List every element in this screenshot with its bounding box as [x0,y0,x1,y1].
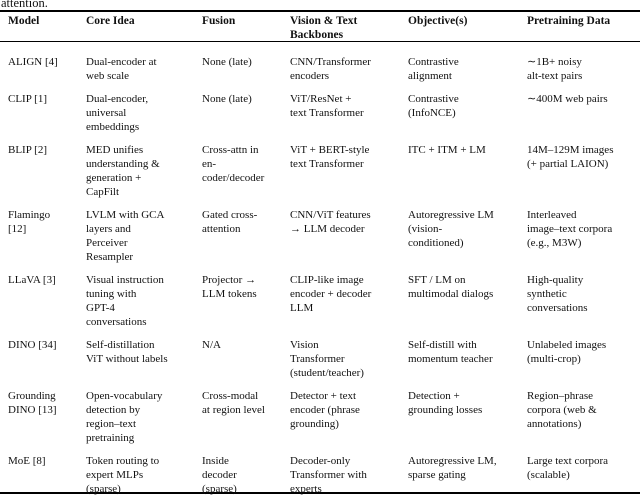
cell-backbones: ViT/ResNet + text Transformer [290,93,364,119]
cell-backbones: Decoder-only Transformer with experts [290,455,367,495]
cell-fusion: Cross-modal at region level [202,390,265,416]
table-row: Grounding DINO [13] Open-vocabulary dete… [8,389,640,454]
cell-pretraining: ∼1B+ noisy alt-text pairs [527,56,583,82]
cell-core-idea: Open-vocabulary detection by region–text… [86,390,163,444]
column-header-fusion: Fusion [202,15,236,27]
cell-model: BLIP [2] [8,144,48,156]
cell-fusion: Projector → LLM tokens [202,274,257,300]
cell-model: CLIP [1] [8,93,48,105]
cell-objective: Contrastive (InfoNCE) [408,93,459,119]
column-header-objective: Objective(s) [408,15,468,27]
cell-objective: Autoregressive LM, sparse gating [408,455,497,481]
cell-backbones: CNN/Transformer encoders [290,56,371,82]
cell-core-idea: Dual-encoder, universal embeddings [86,93,149,133]
cell-fusion: Gated cross- attention [202,209,258,235]
cell-backbones: Detector + text encoder (phrase groundin… [290,390,360,430]
cell-backbones: CNN/ViT features → LLM decoder [290,209,371,235]
table-row: LLaVA [3] Visual instruction tuning with… [8,273,640,338]
cell-pretraining: Interleaved image–text corpora (e.g., M3… [527,209,613,249]
cell-model: Grounding DINO [13] [8,390,57,416]
table-top-rule [0,10,640,12]
cell-pretraining: Large text corpora (scalable) [527,455,609,481]
cell-fusion: Cross-attn in en- coder/decoder [202,144,265,184]
table-header-row: Model Core Idea Fusion Vision & Text Bac… [8,14,640,55]
cell-model: DINO [34] [8,339,57,351]
table-row: BLIP [2] MED unifies understanding & gen… [8,143,640,208]
table-body: ALIGN [4] Dual-encoder at web scale None… [8,55,640,500]
cell-pretraining: High-quality synthetic conversations [527,274,588,314]
cell-model: MoE [8] [8,455,46,467]
cell-fusion: None (late) [202,93,252,105]
table-row: DINO [34] Self-distillation ViT without … [8,338,640,389]
cell-objective: Contrastive alignment [408,56,459,82]
model-comparison-table: Model Core Idea Fusion Vision & Text Bac… [8,14,640,500]
cell-objective: SFT / LM on multimodal dialogs [408,274,494,300]
table-row: Flamingo [12] LVLM with GCA layers and P… [8,208,640,273]
cell-model: LLaVA [3] [8,274,56,286]
cell-backbones: Vision Transformer (student/teacher) [290,339,364,379]
cell-fusion: N/A [202,339,221,351]
cell-pretraining: Unlabeled images (multi-crop) [527,339,607,365]
cell-objective: Autoregressive LM (vision- conditioned) [408,209,494,249]
cell-objective: Detection + grounding losses [408,390,483,416]
table-bottom-rule [0,492,640,494]
column-header-model: Model [8,15,40,27]
cell-pretraining: 14M–129M images (+ partial LAION) [527,144,614,170]
cell-objective: ITC + ITM + LM [408,144,486,156]
cell-core-idea: Token routing to expert MLPs (sparse) [86,455,160,495]
cell-backbones: ViT + BERT-style text Transformer [290,144,370,170]
cell-fusion: None (late) [202,56,252,68]
cell-model: ALIGN [4] [8,56,58,68]
table-row: CLIP [1] Dual-encoder, universal embeddi… [8,92,640,143]
cell-backbones: CLIP-like image encoder + decoder LLM [290,274,372,314]
cell-model: Flamingo [12] [8,209,51,235]
cell-pretraining: Region–phrase corpora (web & annotations… [527,390,597,430]
cell-fusion: Inside decoder (sparse) [202,455,237,495]
table-caption-fragment: attention. [1,0,48,10]
cell-objective: Self-distill with momentum teacher [408,339,493,365]
column-header-core-idea: Core Idea [86,15,135,27]
cell-core-idea: Self-distillation ViT without labels [86,339,168,365]
cell-pretraining: ∼400M web pairs [527,93,608,105]
cell-core-idea: Dual-encoder at web scale [86,56,157,82]
cell-core-idea: Visual instruction tuning with GPT-4 con… [86,274,164,328]
cell-core-idea: MED unifies understanding & generation +… [86,144,160,198]
column-header-backbones: Vision & Text Backbones [290,15,358,41]
column-header-pretraining: Pretraining Data [527,15,611,27]
table-row: ALIGN [4] Dual-encoder at web scale None… [8,55,640,92]
table-header-rule [0,41,640,42]
table-row: MoE [8] Token routing to expert MLPs (sp… [8,454,640,500]
cell-core-idea: LVLM with GCA layers and Perceiver Resam… [86,209,165,263]
